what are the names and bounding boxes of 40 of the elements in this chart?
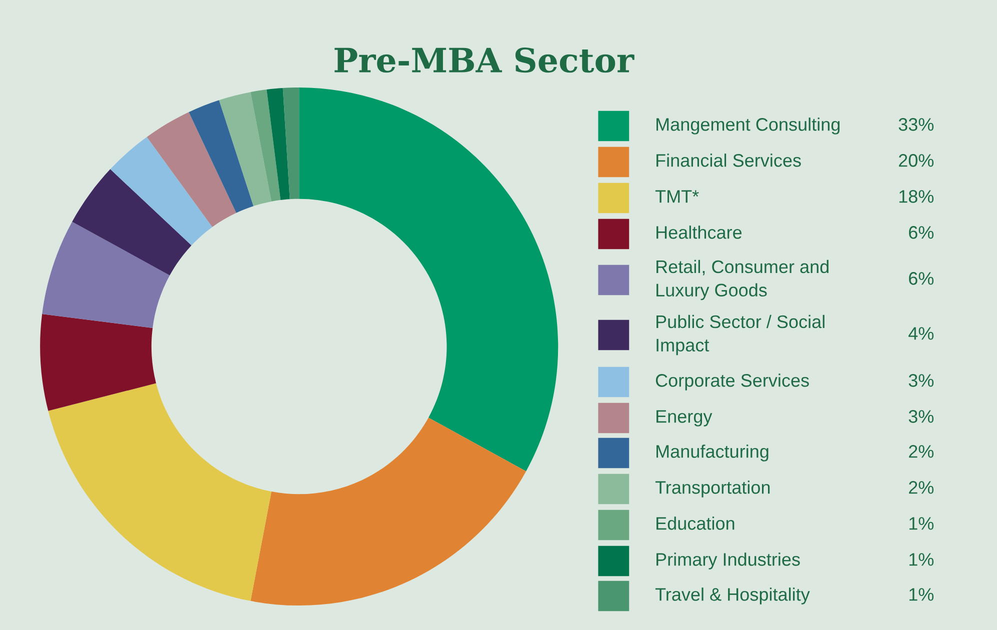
legend-label: Primary Industries (656, 552, 800, 570)
legend-label: Energy (656, 410, 712, 426)
donut-slice (250, 418, 526, 606)
legend-label: Retail, Consumer and Luxury Goods (656, 260, 828, 300)
donut-slice (282, 87, 300, 200)
legend-label: Education (656, 516, 734, 530)
legend-label: Mangement Consulting (656, 118, 840, 134)
legend-label: Manufacturing (656, 444, 768, 462)
data-label: 3% (908, 374, 934, 387)
data-label: 6% (909, 226, 934, 239)
data-label: 1% (909, 553, 934, 566)
data-label: 6% (909, 272, 934, 285)
data-label: 2% (909, 445, 934, 458)
donut-slice (299, 87, 558, 472)
legend-label: Healthcare (656, 226, 742, 239)
data-label: 18% (899, 190, 934, 203)
donut-slice (219, 92, 272, 206)
donut-slice (72, 169, 192, 276)
data-label: 20% (898, 154, 934, 167)
donut-slice (42, 222, 170, 328)
donut-slice (250, 90, 281, 202)
legend-label: Public Sector / Social Impact (656, 314, 824, 356)
legend-label: TMT* (655, 190, 699, 203)
data-label: 2% (909, 481, 934, 494)
data-label: 3% (908, 410, 934, 423)
data-label: 1% (909, 588, 934, 601)
data-label: 33% (898, 118, 934, 131)
legend-label: Travel & Hospitality (655, 588, 810, 604)
donut-slice (146, 112, 236, 228)
data-label: 1% (909, 517, 934, 530)
donut-slice (40, 314, 156, 411)
legend-label: Corporate Services (656, 374, 809, 390)
legend-label: Transportation (655, 480, 770, 498)
chart-title: Pre-MBA Sector (334, 47, 634, 73)
donut-slice (48, 383, 272, 601)
donut-slice (188, 100, 254, 213)
data-label: 4% (908, 327, 934, 340)
donut-slice (110, 136, 212, 246)
donut-slice (266, 88, 290, 200)
legend-label: Financial Services (656, 154, 801, 167)
